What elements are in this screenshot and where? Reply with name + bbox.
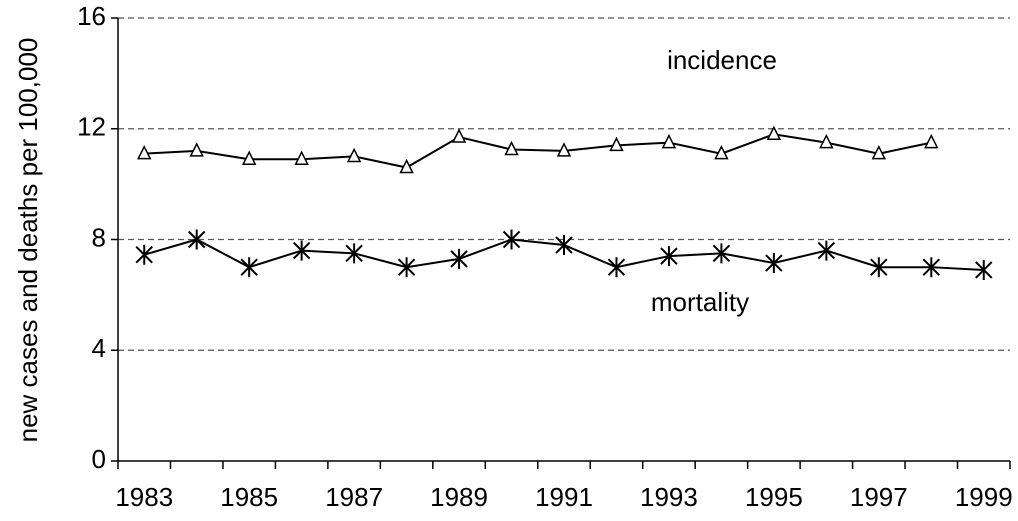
series-line	[144, 133, 932, 169]
marker	[399, 158, 414, 174]
marker	[450, 248, 468, 269]
y-axis-label: new cases and deaths per 100,000	[13, 38, 43, 443]
marker	[240, 257, 258, 278]
marker	[609, 136, 624, 152]
x-tick-label: 1985	[220, 482, 278, 512]
marker	[924, 133, 939, 149]
x-tick-label: 1997	[850, 482, 908, 512]
marker	[660, 246, 678, 267]
marker	[817, 240, 836, 261]
marker	[241, 150, 257, 165]
x-tick-label: 1995	[745, 482, 803, 512]
x-tick-label: 1991	[535, 482, 593, 512]
x-tick-label: 1987	[325, 482, 383, 512]
marker	[714, 144, 729, 160]
marker	[187, 229, 206, 250]
y-tick-label: 16	[77, 1, 106, 31]
marker	[292, 240, 311, 261]
marker	[870, 257, 888, 278]
marker	[607, 257, 626, 278]
marker	[556, 142, 572, 157]
marker	[345, 243, 363, 264]
y-tick-label: 0	[92, 444, 106, 474]
x-tick-label: 1989	[430, 482, 488, 512]
marker	[346, 147, 362, 163]
x-tick-label: 1993	[640, 482, 698, 512]
marker	[819, 133, 834, 149]
x-tick-label: 1999	[955, 482, 1013, 512]
marker	[294, 150, 309, 165]
y-tick-label: 4	[92, 333, 106, 363]
marker	[766, 125, 782, 141]
marker	[555, 235, 573, 256]
marker	[397, 257, 416, 278]
marker	[765, 253, 783, 274]
marker	[451, 128, 467, 143]
x-tick-label: 1983	[115, 482, 173, 512]
marker	[975, 259, 993, 280]
marker	[504, 140, 519, 156]
marker	[135, 244, 153, 265]
annotation: incidence	[667, 45, 777, 75]
marker	[137, 144, 152, 160]
marker	[871, 144, 887, 160]
marker	[502, 229, 521, 250]
annotation: mortality	[651, 287, 749, 317]
marker	[712, 243, 731, 264]
y-tick-label: 8	[92, 222, 106, 252]
marker	[661, 133, 677, 149]
marker	[922, 257, 941, 278]
marker	[189, 142, 204, 157]
y-tick-label: 12	[77, 112, 106, 142]
